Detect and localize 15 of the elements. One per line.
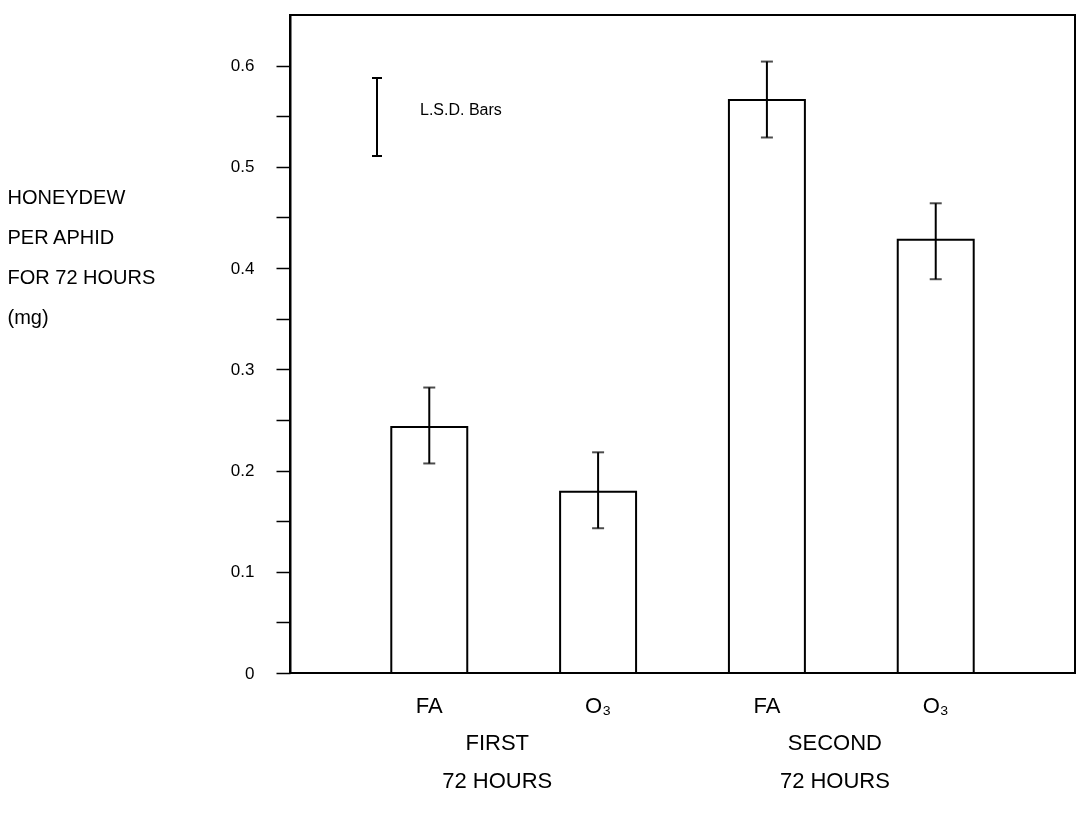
x-tick-label: O₃ (585, 692, 612, 718)
y-tick-label: 0.4 (230, 258, 255, 278)
x-tick-label: FA (415, 692, 444, 718)
y-tick-label: 0.6 (230, 56, 255, 76)
y-axis-title: HONEYDEW PER APHID FOR 72 HOURS (mg) (7, 185, 156, 328)
y-tick-label: 0.5 (230, 157, 255, 177)
text: FIRST 72 HOURS (442, 730, 553, 793)
x-tick-label: FA (753, 692, 781, 718)
x-tick-label: O₃ (922, 692, 949, 718)
y-tick-label: 0.1 (230, 562, 255, 582)
y-tick-label: 0 (245, 663, 255, 683)
y-tick-label: 0.2 (230, 461, 255, 481)
y-tick-label: 0.3 (230, 359, 255, 379)
text: SECOND 72 HOURS (779, 730, 890, 793)
annotation: L.S.D. Bars (420, 101, 502, 118)
